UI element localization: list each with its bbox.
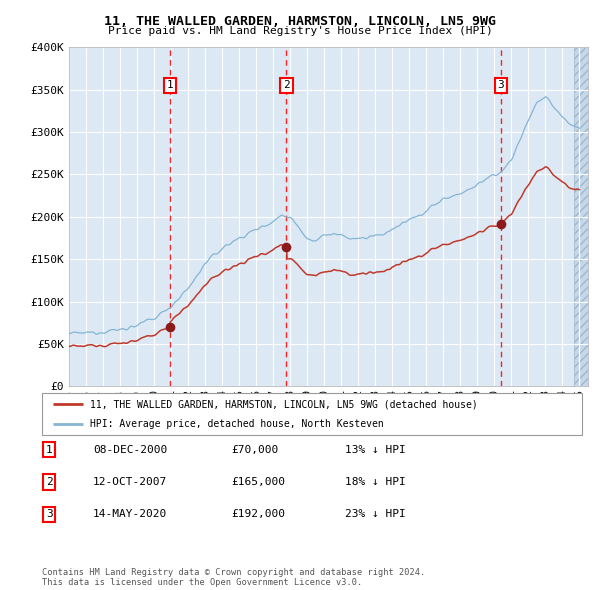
Text: £165,000: £165,000 — [231, 477, 285, 487]
Text: 2: 2 — [46, 477, 53, 487]
Text: HPI: Average price, detached house, North Kesteven: HPI: Average price, detached house, Nort… — [89, 419, 383, 429]
Text: 2: 2 — [283, 80, 290, 90]
Text: 3: 3 — [46, 510, 53, 519]
Text: 23% ↓ HPI: 23% ↓ HPI — [345, 510, 406, 519]
Text: 13% ↓ HPI: 13% ↓ HPI — [345, 445, 406, 454]
Bar — [574, 47, 588, 386]
Text: 18% ↓ HPI: 18% ↓ HPI — [345, 477, 406, 487]
Text: 08-DEC-2000: 08-DEC-2000 — [93, 445, 167, 454]
Text: 3: 3 — [497, 80, 504, 90]
Text: 11, THE WALLED GARDEN, HARMSTON, LINCOLN, LN5 9WG: 11, THE WALLED GARDEN, HARMSTON, LINCOLN… — [104, 15, 496, 28]
Text: 12-OCT-2007: 12-OCT-2007 — [93, 477, 167, 487]
Text: Price paid vs. HM Land Registry's House Price Index (HPI): Price paid vs. HM Land Registry's House … — [107, 26, 493, 36]
Text: £70,000: £70,000 — [231, 445, 278, 454]
Text: 11, THE WALLED GARDEN, HARMSTON, LINCOLN, LN5 9WG (detached house): 11, THE WALLED GARDEN, HARMSTON, LINCOLN… — [89, 399, 477, 409]
Text: £192,000: £192,000 — [231, 510, 285, 519]
Text: Contains HM Land Registry data © Crown copyright and database right 2024.
This d: Contains HM Land Registry data © Crown c… — [42, 568, 425, 587]
Text: 14-MAY-2020: 14-MAY-2020 — [93, 510, 167, 519]
FancyBboxPatch shape — [42, 393, 582, 435]
Text: 1: 1 — [167, 80, 173, 90]
Text: 1: 1 — [46, 445, 53, 454]
